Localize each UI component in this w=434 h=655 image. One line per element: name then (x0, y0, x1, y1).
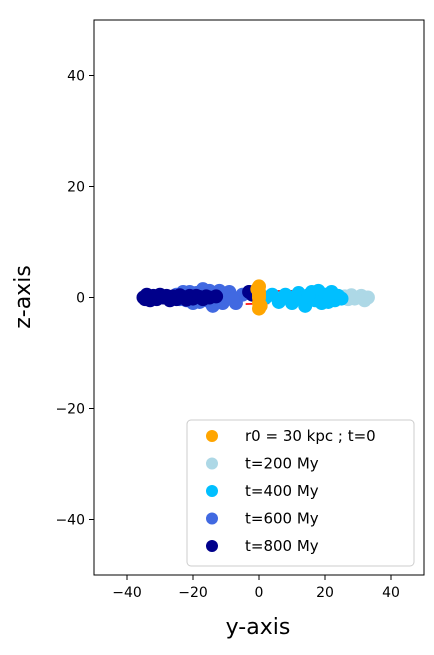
legend-label: t=400 My (245, 482, 319, 500)
legend-label: t=600 My (245, 510, 319, 528)
legend-box (186, 419, 415, 567)
y-axis-title: z-axis (11, 265, 36, 329)
x-tick-label: 0 (255, 585, 264, 601)
data-point-series-4 (138, 292, 153, 307)
x-tick-label: 20 (316, 585, 334, 601)
legend-marker (206, 430, 218, 442)
y-tick-label: 20 (67, 180, 85, 196)
y-tick-label: −40 (55, 513, 85, 529)
x-tick-label: −40 (112, 585, 142, 601)
legend-label: t=200 My (245, 455, 319, 473)
data-point-series-4 (209, 289, 224, 304)
y-tick-label: −20 (55, 402, 85, 418)
legend-marker (206, 457, 218, 470)
data-point-series-2 (334, 291, 349, 306)
data-point-series-0 (253, 298, 268, 313)
y-tick-label: 0 (76, 291, 85, 307)
data-point-series-3 (225, 292, 240, 307)
legend: r0 = 30 kpc ; t=0 t=200 My t=400 My t=600 M… (186, 419, 415, 567)
y-tick-label: 40 (67, 69, 85, 85)
x-tick-label: −20 (178, 585, 208, 601)
data-point-series-0 (252, 287, 266, 302)
legend-marker (206, 540, 218, 552)
points-layer (136, 279, 375, 316)
data-point-series-2 (301, 288, 316, 303)
plot-area (93, 19, 425, 576)
y-axis-ticks: −40 −20 0 20 40 (55, 69, 94, 529)
legend-marker (206, 485, 218, 497)
x-tick-label: 40 (382, 585, 400, 601)
legend-marker (206, 512, 218, 525)
legend-label: r0 = 30 kpc ; t=0 (245, 427, 376, 445)
x-axis-title: y-axis (226, 615, 291, 640)
x-axis-ticks: −40 −20 0 20 40 (112, 575, 400, 601)
legend-label: t=800 My (245, 537, 319, 555)
